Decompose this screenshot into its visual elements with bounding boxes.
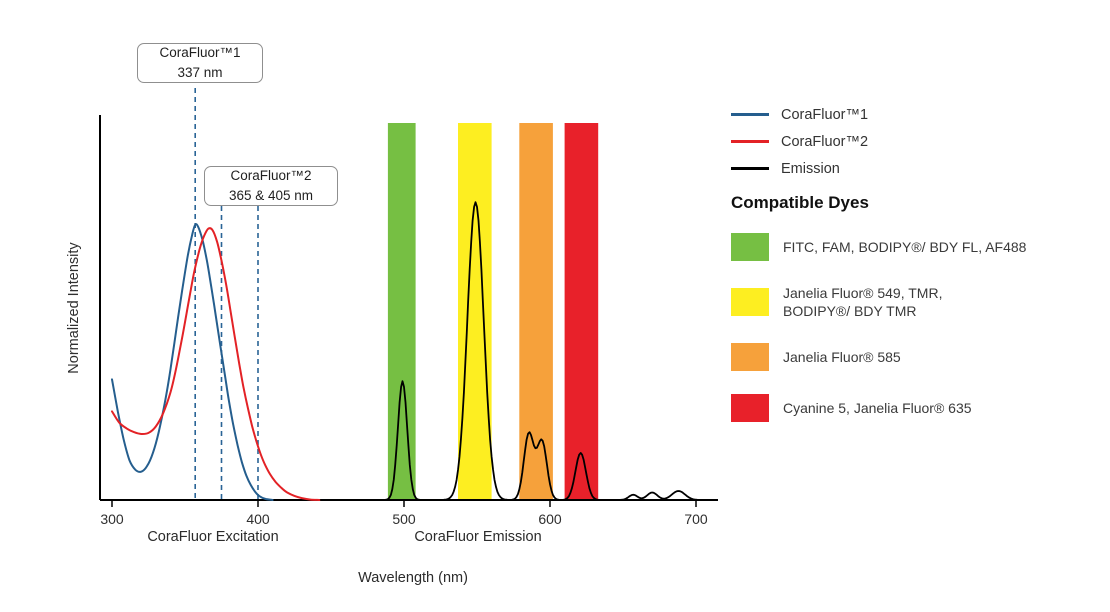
legend-line-swatch xyxy=(731,167,769,170)
callout-title: CoraFluor™2 xyxy=(230,168,312,184)
excitation-curve xyxy=(111,227,321,501)
callout-corafluor2-365-405nm: CoraFluor™2 365 & 405 nm xyxy=(204,166,338,206)
legend-and-dyes-panel: CoraFluor™1 CoraFluor™2 Emission Compati… xyxy=(731,106,1103,445)
dye-color-swatch xyxy=(731,343,769,372)
spectra-chart: 300 400 500 600 700 Normalized Intensity xyxy=(66,88,718,527)
x-tick-label: 600 xyxy=(538,511,562,527)
dye-label-line: BODIPY®/ BDY TMR xyxy=(783,303,917,320)
callout-value: 337 nm xyxy=(177,65,223,80)
dye-label-line: Cyanine 5, Janelia Fluor® 635 xyxy=(783,400,972,417)
spectra-curves xyxy=(111,201,718,501)
callout-corafluor1-337nm: CoraFluor™1 337 nm xyxy=(137,43,263,83)
legend-line-swatch xyxy=(731,140,769,143)
dye-label-line: FITC, FAM, BODIPY®/ BDY FL, AF488 xyxy=(783,238,1027,255)
x-tick-label: 500 xyxy=(392,511,416,527)
dye-item-label: Janelia Fluor® 585 xyxy=(783,348,901,366)
dye-band xyxy=(519,123,553,500)
y-axis-label: Normalized Intensity xyxy=(66,242,82,374)
dye-band xyxy=(458,123,492,500)
legend-item-emission: Emission xyxy=(731,160,1103,177)
x-axis-sublabel-excitation: CoraFluor Excitation xyxy=(147,529,279,545)
dye-item-label: FITC, FAM, BODIPY®/ BDY FL, AF488 xyxy=(783,238,1026,256)
legend-line-swatch xyxy=(731,113,769,116)
dye-band xyxy=(564,123,599,500)
legend-item-label: CoraFluor™2 xyxy=(781,133,869,150)
dye-color-swatch xyxy=(731,288,769,317)
excitation-marker-lines xyxy=(194,88,259,500)
dye-label-line: Janelia Fluor® 549, TMR, xyxy=(783,285,943,301)
dye-item-green: FITC, FAM, BODIPY®/ BDY FL, AF488 xyxy=(731,233,1103,261)
dye-color-swatch xyxy=(731,233,769,261)
dye-item-yellow: Janelia Fluor® 549, TMR, BODIPY®/ BDY TM… xyxy=(731,284,1103,320)
legend-item-corafluor1: CoraFluor™1 xyxy=(731,106,1103,123)
dye-item-orange: Janelia Fluor® 585 xyxy=(731,343,1103,372)
dye-band-layer xyxy=(387,123,599,500)
compatible-dyes-heading: Compatible Dyes xyxy=(731,193,869,212)
dye-label-line: Janelia Fluor® 585 xyxy=(783,349,901,366)
x-tick-label: 700 xyxy=(684,511,708,527)
x-tick-label: 300 xyxy=(100,511,124,527)
dye-color-swatch xyxy=(731,394,769,423)
dye-item-label: Janelia Fluor® 549, TMR, BODIPY®/ BDY TM… xyxy=(783,284,942,320)
x-axis-sublabel-emission: CoraFluor Emission xyxy=(414,529,542,545)
dye-item-label: Cyanine 5, Janelia Fluor® 635 xyxy=(783,399,972,417)
dye-item-red: Cyanine 5, Janelia Fluor® 635 xyxy=(731,394,1103,423)
legend-item-corafluor2: CoraFluor™2 xyxy=(731,133,1103,150)
dye-band xyxy=(387,123,416,500)
excitation-curve xyxy=(111,223,274,501)
legend-item-label: Emission xyxy=(781,160,840,177)
emission-curve xyxy=(371,201,718,501)
legend-item-label: CoraFluor™1 xyxy=(781,106,869,123)
x-tick-label: 400 xyxy=(246,511,270,527)
legend: CoraFluor™1 CoraFluor™2 Emission xyxy=(731,106,1103,177)
callout-title: CoraFluor™1 xyxy=(159,45,241,61)
callout-value: 365 & 405 nm xyxy=(228,188,314,203)
x-axis-label: Wavelength (nm) xyxy=(358,570,468,586)
compatible-dyes-list: FITC, FAM, BODIPY®/ BDY FL, AF488 Janeli… xyxy=(731,233,1103,423)
